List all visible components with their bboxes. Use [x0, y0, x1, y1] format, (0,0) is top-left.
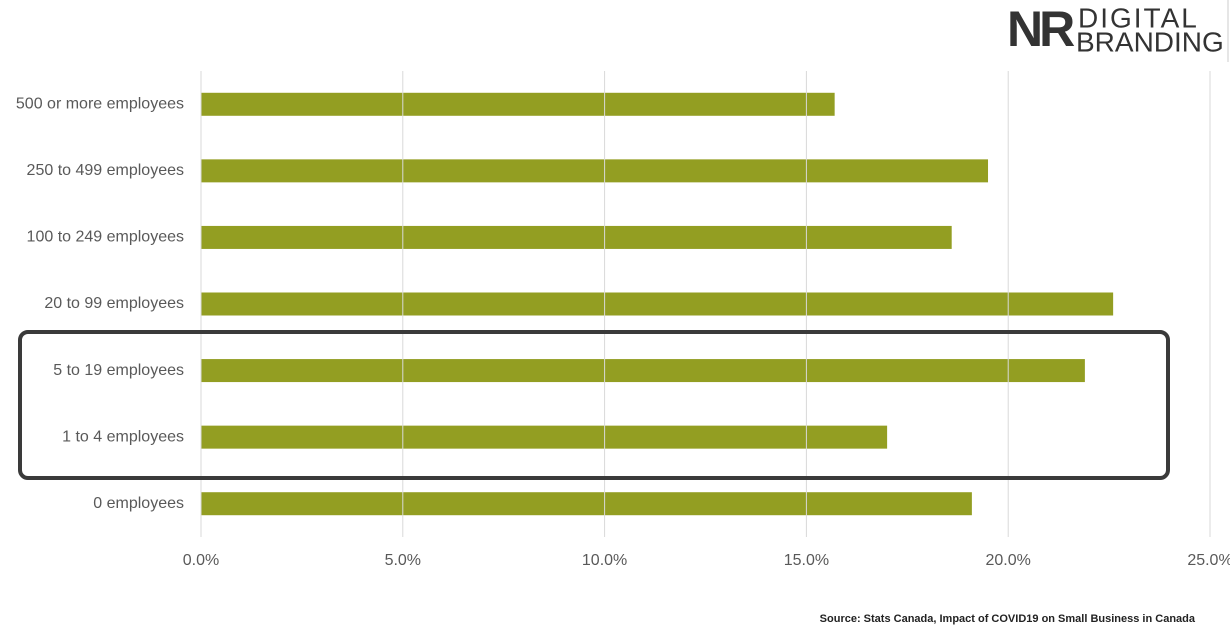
bar — [201, 159, 989, 183]
y-tick-label: 0 employees — [93, 495, 184, 512]
bar — [201, 492, 972, 516]
source-note: Source: Stats Canada, Impact of COVID19 … — [820, 613, 1196, 625]
logo-mark: NR — [1007, 1, 1075, 57]
x-tick-label: 5.0% — [385, 552, 421, 569]
bar — [201, 292, 1114, 316]
logo-line2: BRANDING — [1076, 26, 1224, 57]
x-tick-label: 0.0% — [183, 552, 219, 569]
logo-line1: DIGITAL — [1078, 2, 1199, 33]
bar — [201, 225, 952, 249]
y-tick-label: 20 to 99 employees — [44, 295, 184, 312]
x-tick-label: 25.0% — [1187, 552, 1230, 569]
bar — [201, 425, 888, 449]
y-tick-label: 500 or more employees — [16, 96, 184, 113]
highlight-box — [18, 330, 1170, 480]
bar — [201, 92, 835, 116]
y-tick-label: 250 to 499 employees — [27, 162, 184, 179]
logo: NR DIGITAL BRANDING — [1007, 0, 1229, 62]
y-tick-label: 5 to 19 employees — [53, 362, 184, 379]
y-tick-label: 1 to 4 employees — [62, 428, 184, 445]
x-tick-label: 10.0% — [582, 552, 627, 569]
y-tick-label: 100 to 249 employees — [27, 229, 184, 246]
x-tick-label: 20.0% — [986, 552, 1031, 569]
x-tick-label: 15.0% — [784, 552, 829, 569]
bar — [201, 359, 1085, 383]
